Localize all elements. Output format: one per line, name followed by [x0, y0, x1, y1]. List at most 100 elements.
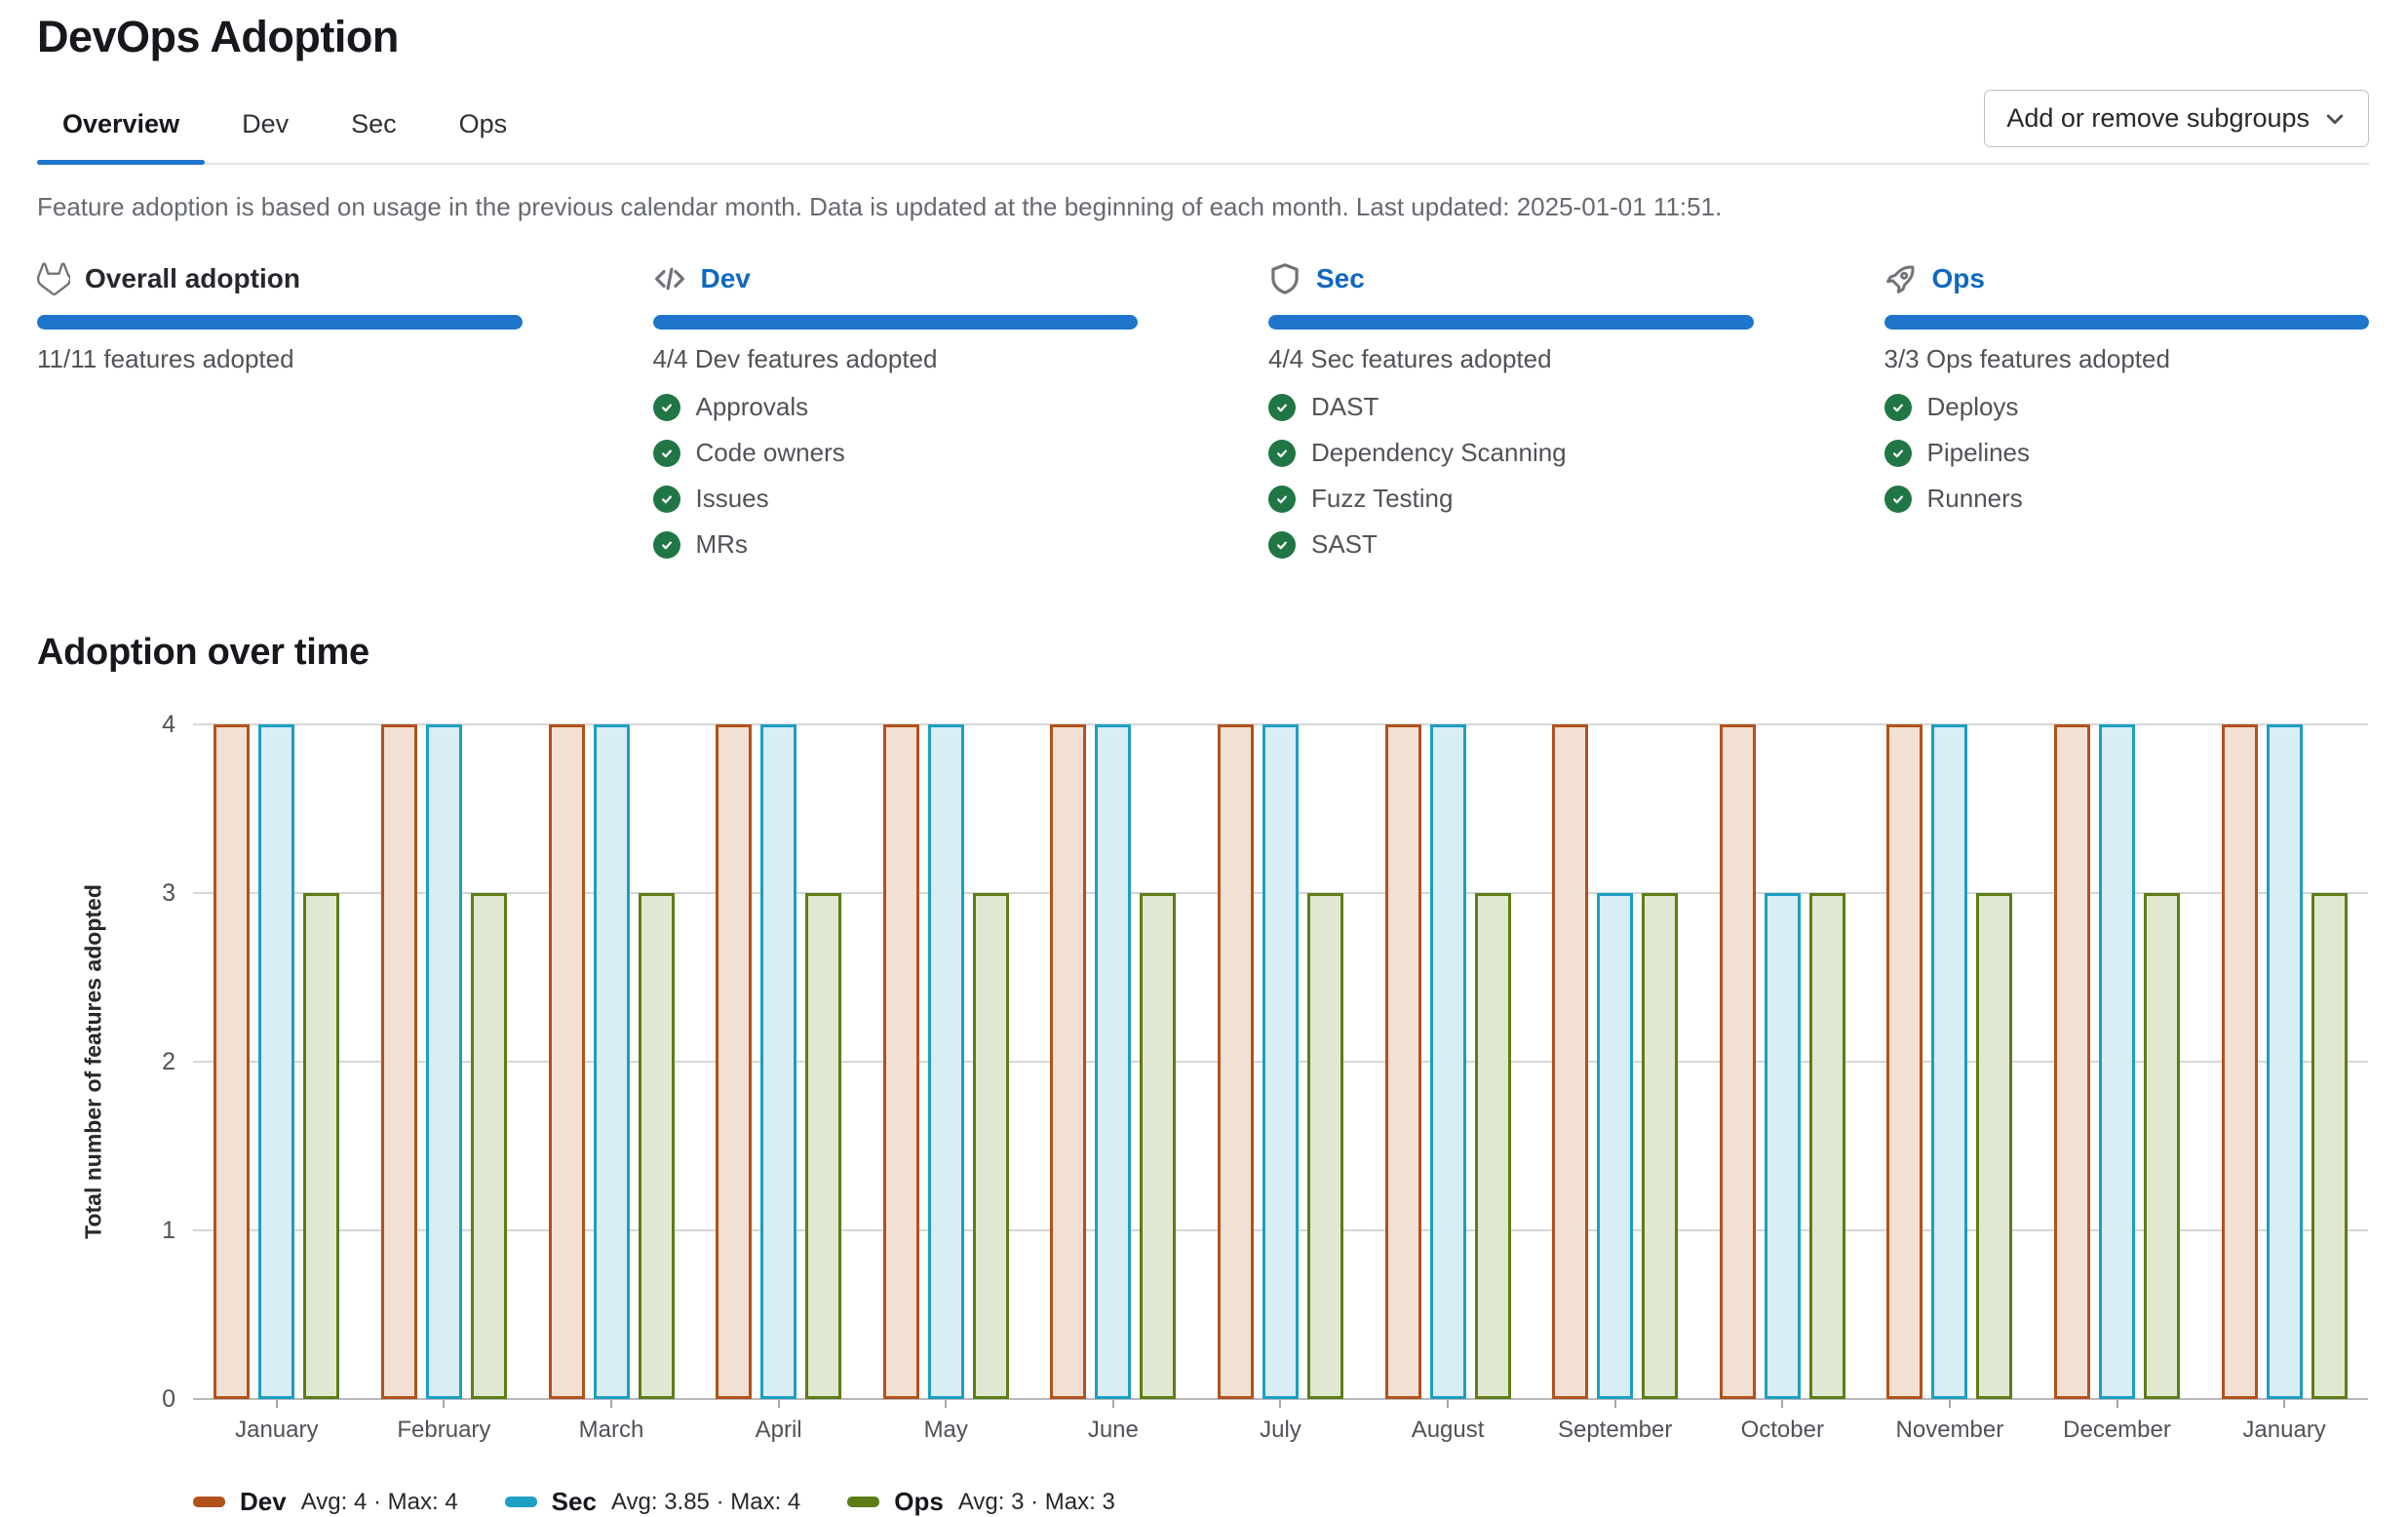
tab-dev[interactable]: Dev	[216, 94, 314, 163]
check-circle-icon	[1884, 440, 1912, 467]
y-tick-label: 0	[117, 1384, 175, 1414]
check-circle-icon	[1884, 394, 1912, 421]
tab-ops[interactable]: Ops	[434, 94, 533, 163]
bar-group-december	[2034, 724, 2201, 1399]
legend-swatch	[847, 1497, 879, 1507]
sec-caption: 4/4 Sec features adopted	[1268, 344, 1754, 374]
x-tick-label: August	[1364, 1417, 1532, 1444]
bar-group-january	[193, 724, 361, 1399]
legend-item-ops[interactable]: OpsAvg: 3 · Max: 3	[847, 1487, 1115, 1517]
x-axis-labels: JanuaryFebruaryMarchAprilMayJuneJulyAugu…	[193, 1399, 2368, 1444]
check-circle-icon	[1268, 440, 1296, 467]
feature-item: MRs	[653, 529, 1139, 560]
x-tick-label: January	[2200, 1417, 2368, 1444]
x-axis-category: March	[527, 1399, 695, 1444]
bar-sec	[2267, 724, 2303, 1399]
rocket-icon	[1884, 262, 1918, 295]
legend-item-dev[interactable]: DevAvg: 4 · Max: 4	[193, 1487, 458, 1517]
add-or-remove-subgroups-label: Add or remove subgroups	[2006, 103, 2310, 134]
bar-ops	[973, 893, 1009, 1399]
feature-label: Dependency Scanning	[1311, 438, 1567, 468]
bar-group-january	[2200, 724, 2368, 1399]
bar-sec	[1931, 724, 1967, 1399]
x-axis-category: January	[2200, 1399, 2368, 1444]
devops-adoption-page: DevOps Adoption Overview Dev Sec Ops Add…	[0, 0, 2408, 1517]
feature-label: Issues	[696, 484, 769, 514]
sec-progress-bar	[1268, 315, 1754, 330]
add-or-remove-subgroups-button[interactable]: Add or remove subgroups	[1984, 90, 2369, 147]
sec-adoption-card: Sec 4/4 Sec features adopted DAST Depende…	[1268, 259, 1754, 575]
dev-caption: 4/4 Dev features adopted	[653, 344, 1139, 374]
x-tick-label: February	[361, 1417, 528, 1444]
x-tick-label: May	[862, 1417, 1029, 1444]
check-circle-icon	[1268, 394, 1296, 421]
bar-ops	[1809, 893, 1845, 1399]
y-axis-title: Total number of features adopted	[81, 884, 107, 1239]
bar-ops	[1140, 893, 1176, 1399]
dev-card-link[interactable]: Dev	[701, 263, 751, 294]
legend-item-sec[interactable]: SecAvg: 3.85 · Max: 4	[505, 1487, 801, 1517]
y-tick-label: 4	[117, 710, 175, 739]
x-axis-category: January	[193, 1399, 361, 1444]
x-tick-mark	[276, 1399, 278, 1408]
bar-group-october	[1698, 724, 1866, 1399]
feature-adoption-description: Feature adoption is based on usage in th…	[37, 192, 2369, 222]
bar-group-february	[361, 724, 528, 1399]
ops-adoption-card: Ops 3/3 Ops features adopted DeploysPipe…	[1884, 259, 2370, 575]
tab-overview[interactable]: Overview	[37, 94, 205, 163]
feature-item: DAST	[1268, 392, 1754, 422]
bar-group-april	[695, 724, 863, 1399]
bar-group-august	[1364, 724, 1532, 1399]
bar-dev	[2222, 724, 2258, 1399]
x-tick-label: November	[1866, 1417, 2034, 1444]
bar-group-july	[1197, 724, 1365, 1399]
feature-label: Fuzz Testing	[1311, 484, 1453, 514]
bar-dev	[883, 724, 919, 1399]
dev-progress-bar	[653, 315, 1139, 330]
sec-feature-list: DASTDependency ScanningFuzz TestingSAST	[1268, 392, 1754, 560]
bar-sec	[258, 724, 294, 1399]
bar-dev	[1552, 724, 1588, 1399]
bar-ops	[1307, 893, 1343, 1399]
x-axis-category: September	[1532, 1399, 1699, 1444]
bar-dev	[2054, 724, 2090, 1399]
x-tick-mark	[1614, 1399, 1616, 1408]
feature-item: Issues	[653, 484, 1139, 514]
check-circle-icon	[653, 394, 680, 421]
chevron-down-icon	[2323, 107, 2347, 131]
ops-feature-list: DeploysPipelinesRunners	[1884, 392, 2370, 514]
legend-series-stats: Avg: 3 · Max: 3	[958, 1489, 1115, 1516]
bar-dev	[1385, 724, 1421, 1399]
feature-label: MRs	[696, 529, 748, 560]
adoption-over-time-title: Adoption over time	[37, 632, 2369, 674]
x-tick-mark	[1781, 1399, 1783, 1408]
overall-caption: 11/11 features adopted	[37, 344, 523, 374]
bar-ops	[805, 893, 841, 1399]
legend-swatch	[193, 1497, 225, 1507]
x-axis-category: February	[361, 1399, 528, 1444]
bar-group-may	[862, 724, 1029, 1399]
bar-dev	[716, 724, 752, 1399]
x-tick-label: March	[527, 1417, 695, 1444]
feature-item: Fuzz Testing	[1268, 484, 1754, 514]
tab-bar: Overview Dev Sec Ops Add or remove subgr…	[37, 90, 2369, 165]
bar-dev	[214, 724, 250, 1399]
legend-series-name: Dev	[240, 1487, 287, 1517]
sec-card-link[interactable]: Sec	[1316, 263, 1365, 294]
adoption-cards: Overall adoption 11/11 features adopted …	[37, 259, 2369, 575]
x-axis-category: November	[1866, 1399, 2034, 1444]
x-axis-category: June	[1029, 1399, 1197, 1444]
bar-ops	[2311, 893, 2348, 1399]
x-tick-mark	[778, 1399, 780, 1408]
adoption-over-time-chart: Total number of features adopted 01234 J…	[37, 724, 2369, 1517]
feature-item: Dependency Scanning	[1268, 438, 1754, 468]
tab-sec[interactable]: Sec	[326, 94, 422, 163]
x-tick-label: September	[1532, 1417, 1699, 1444]
ops-card-link[interactable]: Ops	[1932, 263, 1985, 294]
bar-dev	[381, 724, 417, 1399]
bar-sec	[1597, 893, 1633, 1399]
check-circle-icon	[653, 531, 680, 559]
feature-item: Runners	[1884, 484, 2370, 514]
check-circle-icon	[1268, 486, 1296, 513]
bar-ops	[1976, 893, 2012, 1399]
